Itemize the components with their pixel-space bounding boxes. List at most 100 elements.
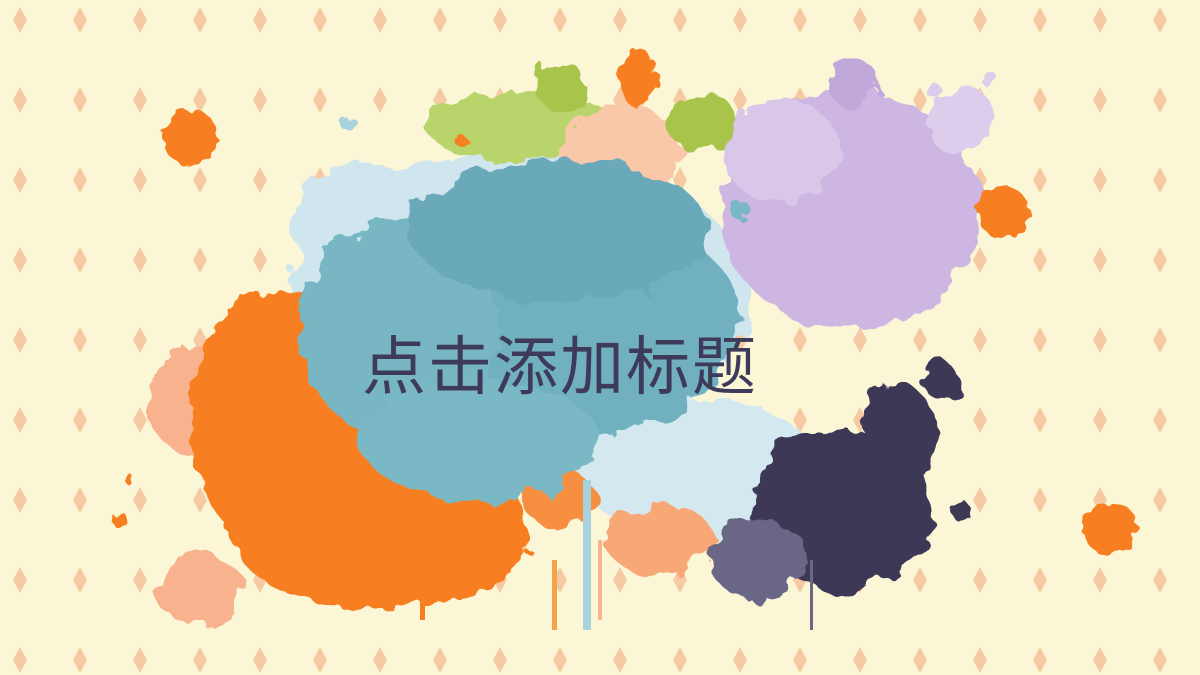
diamond-shape — [1033, 247, 1047, 273]
diamond-shape — [973, 567, 987, 593]
diamond-shape — [313, 647, 327, 673]
diamond-shape — [133, 87, 147, 113]
diamond-shape — [493, 7, 507, 33]
diamond-shape — [1153, 247, 1167, 273]
diamond-shape — [133, 167, 147, 193]
diamond-shape — [373, 87, 387, 113]
diamond-shape — [673, 647, 687, 673]
diamond-shape — [73, 567, 87, 593]
diamond-shape — [193, 167, 207, 193]
diamond-shape — [973, 327, 987, 353]
diamond-shape — [13, 647, 27, 673]
diamond-shape — [13, 167, 27, 193]
diamond-shape — [973, 647, 987, 673]
diamond-shape — [133, 7, 147, 33]
diamond-shape — [673, 567, 687, 593]
diamond-shape — [73, 407, 87, 433]
diamond-shape — [1153, 87, 1167, 113]
diamond-shape — [973, 7, 987, 33]
diamond-shape — [133, 407, 147, 433]
diamond-shape — [13, 487, 27, 513]
diamond-shape — [73, 647, 87, 673]
diamond-shape — [133, 327, 147, 353]
diamond-shape — [13, 87, 27, 113]
diamond-shape — [1093, 87, 1107, 113]
diamond-shape — [253, 247, 267, 273]
diamond-shape — [13, 407, 27, 433]
diamond-shape — [793, 7, 807, 33]
diamond-shape — [1033, 567, 1047, 593]
diamond-shape — [913, 567, 927, 593]
diamond-shape — [1033, 7, 1047, 33]
diamond-shape — [613, 567, 627, 593]
paint-specks — [112, 72, 998, 606]
diamond-shape — [673, 7, 687, 33]
diamond-shape — [1153, 167, 1167, 193]
diamond-shape — [1093, 327, 1107, 353]
diamond-shape — [913, 327, 927, 353]
diamond-shape — [553, 647, 567, 673]
diamond-shape — [793, 327, 807, 353]
diamond-shape — [913, 647, 927, 673]
diamond-shape — [13, 567, 27, 593]
diamond-shape — [313, 87, 327, 113]
diamond-shape — [973, 247, 987, 273]
navy-splash — [710, 362, 958, 600]
diamond-shape — [73, 327, 87, 353]
diamond-shape — [433, 7, 447, 33]
green-splash — [425, 50, 735, 195]
diamond-shape — [1093, 7, 1107, 33]
diamond-shape — [1153, 647, 1167, 673]
diamond-shape — [193, 7, 207, 33]
diamond-shape — [133, 567, 147, 593]
diamond-shape — [73, 7, 87, 33]
diamond-shape — [13, 7, 27, 33]
diamond-shape — [913, 7, 927, 33]
diamond-shape — [1033, 167, 1047, 193]
diamond-shape — [1153, 7, 1167, 33]
diamond-shape — [1153, 407, 1167, 433]
diamond-shape — [73, 487, 87, 513]
diamond-shape — [373, 647, 387, 673]
diamond-shape — [253, 167, 267, 193]
orange-dots — [162, 109, 1137, 555]
diamond-shape — [73, 247, 87, 273]
diamond-shape — [1093, 407, 1107, 433]
diamond-shape — [193, 87, 207, 113]
title-text: 点击添加标题 — [362, 331, 758, 405]
diamond-shape — [1093, 247, 1107, 273]
diamond-shape — [733, 647, 747, 673]
diamond-shape — [1033, 647, 1047, 673]
diamond-shape — [733, 7, 747, 33]
diamond-shape — [853, 647, 867, 673]
diamond-shape — [253, 647, 267, 673]
purple-splash — [720, 60, 995, 330]
diamond-shape — [1033, 327, 1047, 353]
diamond-shape — [493, 647, 507, 673]
diamond-shape — [133, 247, 147, 273]
diamond-shape — [73, 87, 87, 113]
diamond-shape — [1093, 167, 1107, 193]
diamond-shape — [973, 407, 987, 433]
diamond-shape — [613, 647, 627, 673]
diamond-shape — [433, 647, 447, 673]
title-placeholder[interactable]: 点击添加标题 — [300, 318, 820, 418]
diamond-shape — [1033, 487, 1047, 513]
diamond-shape — [793, 407, 807, 433]
diamond-shape — [193, 487, 207, 513]
diamond-shape — [913, 87, 927, 113]
diamond-shape — [553, 7, 567, 33]
diamond-shape — [1153, 327, 1167, 353]
diamond-shape — [1033, 87, 1047, 113]
diamond-shape — [733, 87, 747, 113]
teal-splash — [300, 160, 740, 500]
diamond-shape — [1093, 567, 1107, 593]
diamond-shape — [253, 87, 267, 113]
diamond-shape — [613, 7, 627, 33]
diamond-shape — [1093, 647, 1107, 673]
diamond-shape — [133, 647, 147, 673]
diamond-shape — [73, 167, 87, 193]
diamond-shape — [853, 7, 867, 33]
